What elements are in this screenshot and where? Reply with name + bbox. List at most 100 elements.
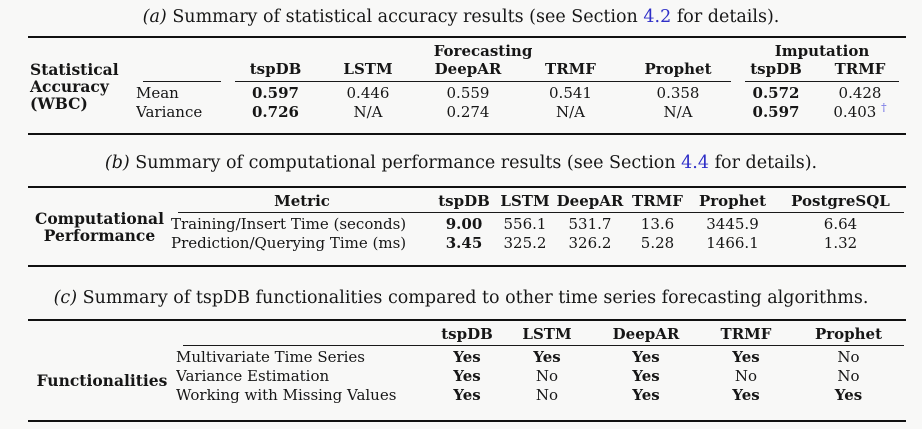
col-header-prophet: Prophet bbox=[814, 325, 883, 343]
value-cell: Yes bbox=[632, 386, 660, 404]
col-header-imp-tspdb: tspDB bbox=[750, 60, 802, 78]
caption-b-text: Summary of computational performance res… bbox=[129, 153, 682, 173]
table-functionalities: tspDB LSTM DeepAR TRMF Prophet Functiona… bbox=[28, 319, 906, 422]
value-cell: N/A bbox=[353, 103, 383, 121]
caption-b-text-after: for details). bbox=[709, 153, 818, 173]
row-label-mean: Mean bbox=[136, 84, 179, 102]
value-cell: 556.1 bbox=[503, 215, 547, 233]
value-cell: 325.2 bbox=[503, 234, 547, 252]
value-cell: 0.559 bbox=[446, 84, 490, 102]
value-cell: 0.428 bbox=[838, 84, 882, 102]
row-label-missing-values: Working with Missing Values bbox=[176, 386, 397, 404]
caption-a-text: Summary of statistical accuracy results … bbox=[166, 7, 644, 27]
table-b-stub: Computational Performance bbox=[35, 208, 164, 245]
caption-c-index: (c) bbox=[53, 288, 78, 308]
value-cell: 9.00 bbox=[445, 215, 483, 233]
section-4-4-link[interactable]: 4.4 bbox=[681, 153, 710, 173]
caption-b-index: (b) bbox=[104, 153, 130, 173]
col-header-lstm: LSTM bbox=[500, 192, 550, 210]
value-cell: 0.597 bbox=[252, 84, 299, 102]
section-4-2-link[interactable]: 4.2 bbox=[643, 7, 672, 27]
caption-table-b: (b) Summary of computational performance… bbox=[0, 152, 922, 174]
table-row-variance-estimation: Variance Estimation Yes No Yes No No bbox=[28, 367, 906, 386]
table-b: Computational Performance Metric tspDB L… bbox=[28, 188, 906, 260]
value-cell: N/A bbox=[663, 103, 693, 121]
table-statistical-accuracy: Statistical Accuracy (WBC) Forecasting I… bbox=[28, 36, 906, 135]
value-cell: Yes bbox=[533, 348, 561, 366]
value-cell: 6.64 bbox=[823, 215, 858, 233]
table-row-training-time: Training/Insert Time (seconds) 9.00 556.… bbox=[28, 215, 906, 234]
row-label-multivariate: Multivariate Time Series bbox=[176, 348, 366, 366]
caption-table-c: (c) Summary of tspDB functionalities com… bbox=[0, 287, 922, 309]
value-cell: Yes bbox=[632, 367, 660, 385]
col-header-prophet: Prophet bbox=[644, 60, 712, 78]
col-header-deepar: DeepAR bbox=[612, 325, 680, 343]
caption-a-index: (a) bbox=[142, 7, 167, 27]
row-label-prediction-time: Prediction/Querying Time (ms) bbox=[171, 234, 407, 252]
col-header-postgresql: PostgreSQL bbox=[791, 192, 890, 210]
value-cell: Yes bbox=[732, 386, 760, 404]
value-cell: No bbox=[734, 367, 758, 385]
value-cell: 0.726 bbox=[252, 103, 299, 121]
value-cell: Yes bbox=[453, 386, 481, 404]
value-cell: 5.28 bbox=[640, 234, 675, 252]
value-cell: 3.45 bbox=[445, 234, 483, 252]
value-cell: N/A bbox=[555, 103, 585, 121]
col-header-metric: Metric bbox=[274, 192, 330, 210]
value-cell: 0.597 bbox=[752, 103, 800, 121]
value-cell: 13.6 bbox=[640, 215, 675, 233]
col-header-trmf: TRMF bbox=[720, 325, 772, 343]
value-cell: 0.572 bbox=[752, 84, 800, 102]
value-cell: Yes bbox=[732, 348, 760, 366]
col-header-deepar: DeepAR bbox=[556, 192, 624, 210]
col-header-imp-trmf: TRMF bbox=[834, 60, 886, 78]
value-cell: Yes bbox=[632, 348, 660, 366]
value-cell: 0.446 bbox=[346, 84, 390, 102]
value-cell: No bbox=[535, 386, 559, 404]
table-c: tspDB LSTM DeepAR TRMF Prophet Functiona… bbox=[28, 321, 906, 412]
value-cell: 326.2 bbox=[568, 234, 612, 252]
value-cell: 0.358 bbox=[656, 84, 700, 102]
value-cell: 3445.9 bbox=[706, 215, 759, 233]
value-cell: No bbox=[837, 367, 860, 385]
table-row-missing-values: Working with Missing Values Yes No Yes Y… bbox=[28, 386, 906, 412]
caption-table-a: (a) Summary of statistical accuracy resu… bbox=[0, 6, 922, 28]
group-header-imputation: Imputation bbox=[774, 42, 870, 60]
col-header-lstm: LSTM bbox=[343, 60, 393, 78]
table-row-mean: Mean 0.597 0.446 0.559 0.541 0.358 0.572… bbox=[28, 84, 906, 103]
caption-a-text-after: for details). bbox=[671, 7, 780, 27]
value-cell: No bbox=[535, 367, 559, 385]
col-header-trmf: TRMF bbox=[545, 60, 596, 78]
col-header-tspdb: tspDB bbox=[438, 192, 490, 210]
rule-sublabel bbox=[143, 80, 221, 83]
value-cell: 531.7 bbox=[568, 215, 612, 233]
col-header-tspdb: tspDB bbox=[249, 60, 302, 78]
row-label-training-time: Training/Insert Time (seconds) bbox=[171, 215, 407, 233]
caption-c-text: Summary of tspDB functionalities compare… bbox=[77, 288, 869, 308]
rule-imputation-group bbox=[745, 80, 900, 83]
row-label-variance: Variance bbox=[136, 103, 203, 121]
value-cell: Yes bbox=[834, 386, 863, 404]
dagger-footnote-link[interactable]: † bbox=[881, 103, 887, 114]
table-computational-performance: Computational Performance Metric tspDB L… bbox=[28, 186, 906, 267]
value-cell: 0.274 bbox=[446, 103, 490, 121]
table-row-multivariate: Functionalities Multivariate Time Series… bbox=[28, 348, 906, 390]
rule-metric-columns bbox=[178, 211, 904, 214]
table-c-stub: Functionalities bbox=[36, 370, 168, 390]
value-cell: 0.541 bbox=[549, 84, 592, 102]
value-cell: Yes bbox=[453, 367, 481, 385]
rule-forecasting-group bbox=[235, 80, 732, 83]
value-cell: Yes bbox=[453, 348, 481, 366]
col-header-tspdb: tspDB bbox=[441, 325, 493, 343]
value-cell-with-footnote: 0.403 † bbox=[833, 103, 887, 121]
table-row-variance: Variance 0.726 N/A 0.274 N/A N/A 0.597 0… bbox=[28, 103, 906, 129]
col-header-prophet: Prophet bbox=[698, 192, 767, 210]
table-a: Statistical Accuracy (WBC) Forecasting I… bbox=[28, 38, 906, 129]
group-header-forecasting: Forecasting bbox=[433, 42, 533, 60]
table-row-prediction-time: Prediction/Querying Time (ms) 3.45 325.2… bbox=[28, 234, 906, 260]
value-cell: No bbox=[837, 348, 860, 366]
col-header-lstm: LSTM bbox=[522, 325, 572, 343]
col-header-trmf: TRMF bbox=[632, 192, 683, 210]
table-a-stub: Statistical Accuracy (WBC) bbox=[30, 59, 119, 113]
row-label-variance-estimation: Variance Estimation bbox=[176, 367, 330, 385]
